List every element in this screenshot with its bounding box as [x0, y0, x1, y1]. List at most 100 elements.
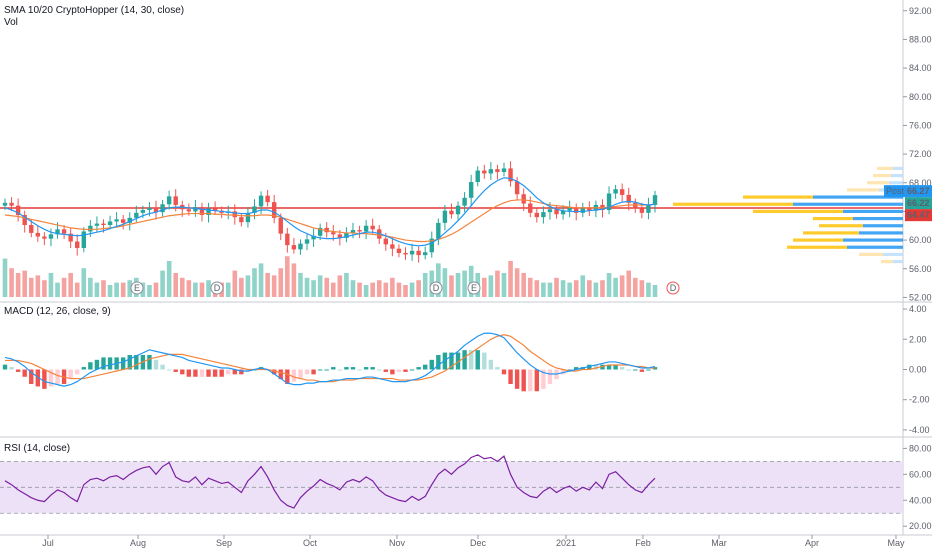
volume-bar — [508, 261, 513, 297]
volume-bar — [127, 280, 133, 297]
candle — [468, 174, 474, 206]
macd-histogram-bar — [304, 369, 310, 375]
candle — [134, 205, 139, 223]
candle — [501, 162, 507, 177]
volume-profile-bar — [889, 181, 903, 185]
volume-bar — [252, 268, 257, 297]
candle — [61, 225, 67, 240]
volume-profile-bar — [859, 252, 883, 257]
candle — [212, 201, 218, 215]
macd-histogram-bar — [147, 354, 152, 370]
candle — [554, 204, 559, 219]
volume-bar — [94, 282, 100, 297]
x-axis-label: Aug — [130, 538, 146, 548]
macd-histogram-bar — [613, 364, 618, 370]
volume-bar — [652, 285, 658, 297]
candle — [344, 227, 349, 243]
macd-histogram-bar — [409, 369, 415, 371]
volume-bar — [626, 270, 632, 297]
macd-histogram-bar — [15, 369, 21, 372]
volume-bar — [468, 265, 474, 297]
volume-bar — [481, 277, 487, 297]
macd-histogram-bar — [298, 369, 303, 380]
volume-bar — [15, 273, 21, 297]
volume-bar — [600, 280, 605, 297]
price-y-tick: 72.00 — [909, 149, 932, 159]
macd-histogram-bar — [377, 369, 382, 371]
candle — [166, 190, 172, 210]
volume-profile-bar — [847, 188, 879, 192]
macd-histogram-bar — [534, 369, 540, 392]
volume-bar — [271, 275, 277, 297]
candle — [291, 237, 297, 254]
volume-bar — [101, 280, 106, 297]
macd-histogram-bar — [350, 367, 356, 370]
volume-bar — [350, 280, 356, 297]
volume-bar — [606, 273, 612, 297]
volume-bar — [376, 280, 382, 297]
x-axis-label: Oct — [303, 538, 318, 548]
candle — [462, 192, 467, 213]
candle — [206, 202, 211, 223]
rsi-legend[interactable]: RSI (14, close) — [4, 443, 71, 454]
svg-text:E: E — [134, 283, 140, 293]
volume-bar — [265, 273, 270, 297]
volume-bar — [383, 282, 389, 297]
volume-bar — [245, 275, 251, 297]
event-marker: D — [666, 281, 680, 295]
candle — [304, 233, 310, 251]
volume-bar — [403, 285, 408, 297]
macd-histogram-bar — [81, 367, 86, 370]
candle — [619, 183, 625, 202]
volume-bar — [81, 268, 87, 297]
sma-legend[interactable]: SMA 10/20 CryptoHopper (14, 30, close) — [4, 5, 185, 16]
macd-histogram-bar — [619, 367, 625, 370]
candle — [29, 219, 34, 238]
x-axis-label: May — [887, 538, 905, 548]
x-axis-label: Sep — [216, 538, 232, 548]
price-label-level — [905, 209, 932, 222]
volume-bar — [442, 268, 448, 297]
volume-bar — [173, 273, 179, 297]
macd-signal-line — [5, 334, 655, 383]
macd-histogram-bar — [436, 354, 441, 370]
macd-histogram-bar — [166, 369, 172, 371]
volume-bar — [554, 277, 559, 297]
volume-profile-bar — [843, 209, 903, 214]
candle — [239, 212, 244, 227]
volume-bar — [2, 258, 8, 297]
volume-bar — [298, 273, 303, 297]
candle — [403, 247, 408, 260]
macd-histogram-bar — [199, 369, 205, 377]
candle — [75, 234, 80, 256]
candle — [652, 190, 658, 213]
volume-bar — [547, 282, 553, 297]
volume-bar — [580, 275, 586, 297]
volume-bar — [370, 282, 375, 297]
svg-text:D: D — [214, 283, 221, 293]
macd-histogram-bar — [390, 369, 395, 375]
post-badge — [884, 185, 906, 198]
candle — [528, 196, 533, 218]
macd-histogram-bar — [475, 350, 480, 370]
vol-legend[interactable]: Vol — [4, 17, 18, 28]
candle — [271, 194, 277, 224]
volume-bar — [304, 277, 310, 297]
candle — [81, 227, 86, 253]
macd-histogram-bar — [462, 350, 467, 370]
macd-y-tick: 2.00 — [909, 334, 927, 344]
volume-bar — [278, 268, 284, 297]
macd-histogram-bar — [271, 369, 277, 375]
macd-histogram-bar — [521, 369, 526, 392]
volume-profile-bar — [847, 245, 903, 249]
macd-histogram-bar — [285, 369, 290, 385]
volume-bar — [311, 280, 316, 297]
candle — [35, 225, 41, 242]
candle — [482, 164, 487, 179]
candle — [633, 198, 638, 213]
macd-y-tick: 4.00 — [909, 304, 927, 314]
macd-legend[interactable]: MACD (12, 26, close, 9) — [4, 306, 111, 317]
volume-bar — [179, 277, 185, 297]
volume-bar — [199, 282, 205, 297]
